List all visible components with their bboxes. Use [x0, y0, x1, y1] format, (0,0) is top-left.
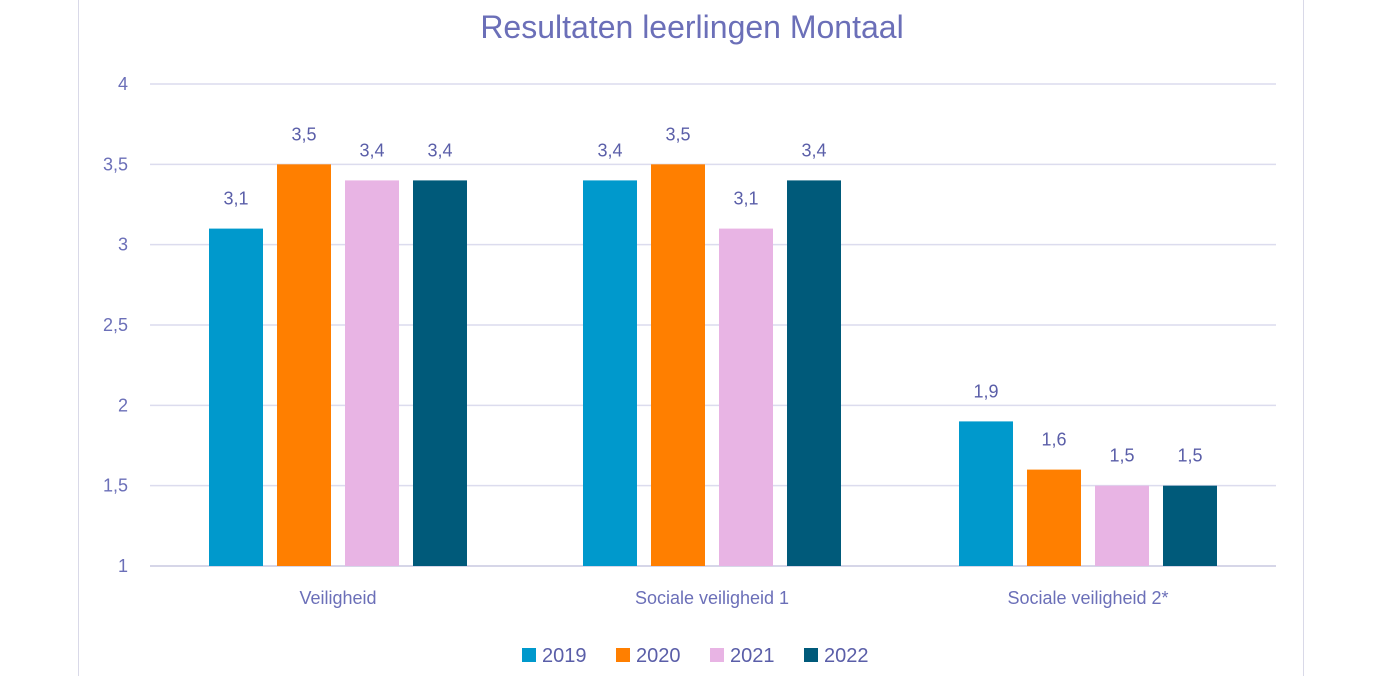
bar-2022-0 [413, 180, 467, 566]
bar-2019-0 [209, 228, 263, 566]
y-tick-label: 1 [118, 556, 128, 576]
data-label: 3,1 [733, 189, 758, 209]
data-label: 1,5 [1109, 446, 1134, 466]
y-tick-label: 4 [118, 74, 128, 94]
data-label: 3,4 [597, 140, 622, 160]
x-axis-categories: Veiligheid Sociale veiligheid 1 Sociale ve… [299, 588, 1168, 608]
data-label: 3,1 [223, 189, 248, 209]
legend-swatch-2019 [522, 648, 536, 662]
bar-2020-0 [277, 164, 331, 567]
data-label: 3,5 [291, 124, 316, 144]
legend-label: 2022 [824, 645, 869, 667]
data-label: 3,4 [801, 140, 826, 160]
gridlines [150, 83, 1276, 567]
bar-2021-1 [719, 228, 773, 566]
x-category-label: Sociale veiligheid 1 [635, 588, 789, 608]
legend-swatch-2021 [710, 648, 724, 662]
x-category-label: Veiligheid [299, 588, 376, 608]
y-tick-label: 3,5 [103, 154, 128, 174]
bars [209, 164, 1217, 567]
legend-swatch-2020 [616, 648, 630, 662]
bar-2020-2 [1027, 469, 1081, 566]
bar-2019-2 [959, 421, 1013, 566]
bar-2019-1 [583, 180, 637, 566]
data-labels: 3,1 3,5 3,4 3,4 3,4 3,5 3,1 3,4 1,9 1,6 1,5 1,5 [223, 124, 1202, 465]
legend-label: 2021 [730, 645, 775, 667]
legend-swatch-2022 [804, 648, 818, 662]
data-label: 3,5 [665, 124, 690, 144]
bar-2022-1 [787, 180, 841, 566]
y-tick-label: 2 [118, 395, 128, 415]
data-label: 1,9 [973, 381, 998, 401]
chart-title: Resultaten leerlingen Montaal [480, 9, 903, 45]
data-label: 1,6 [1041, 430, 1066, 450]
y-tick-label: 1,5 [103, 476, 128, 496]
x-category-label: Sociale veiligheid 2* [1007, 588, 1168, 608]
data-label: 3,4 [427, 140, 452, 160]
legend-label: 2019 [542, 645, 587, 667]
y-tick-label: 3 [118, 235, 128, 255]
legend-label: 2020 [636, 645, 681, 667]
y-axis-ticks: 1 1,5 2 2,5 3 3,5 4 [103, 74, 128, 576]
data-label: 3,4 [359, 140, 384, 160]
y-tick-label: 2,5 [103, 315, 128, 335]
chart-frame [78, 0, 1304, 676]
bar-2022-2 [1163, 485, 1217, 566]
data-label: 1,5 [1177, 446, 1202, 466]
bar-2020-1 [651, 164, 705, 567]
legend: 2019 2020 2021 2022 [522, 645, 869, 667]
bar-2021-2 [1095, 485, 1149, 566]
bar-2021-0 [345, 180, 399, 566]
